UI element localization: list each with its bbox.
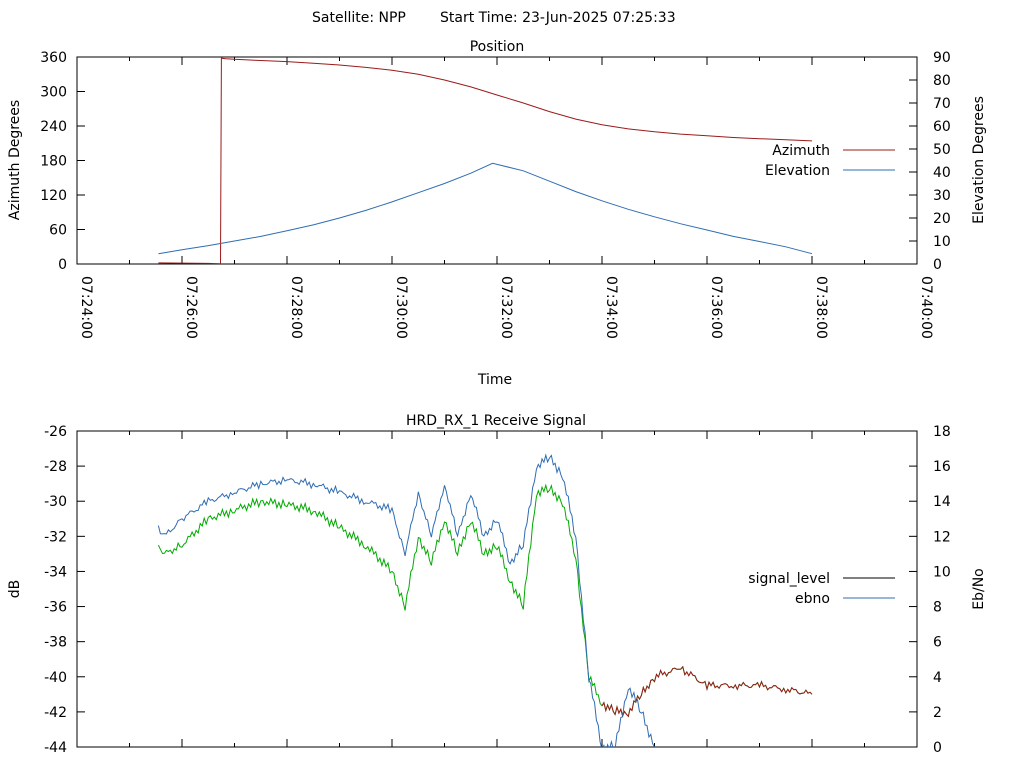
receive-signal-series — [157, 453, 813, 747]
receive-signal-ticks: -26 -28 -30 -32 -34 -36 -38 -40 -42 -44 18 16 14 12 10… — [44, 424, 951, 756]
x-tick-label: 07:24:00 — [78, 276, 94, 339]
position-y-axis-label: Azimuth Degrees — [7, 100, 23, 220]
x-tick-label: 07:34:00 — [603, 276, 619, 339]
y-tick-label: -36 — [44, 600, 67, 616]
y2-tick-label: 4 — [933, 670, 942, 686]
y2-tick-label: 10 — [933, 564, 951, 580]
y2-tick-label: 2 — [933, 705, 942, 721]
y-tick-label: 120 — [40, 188, 67, 204]
start-time-label: Start Time: 23-Jun-2025 07:25:33 — [440, 10, 676, 26]
y-tick-label: -44 — [44, 740, 67, 756]
y-tick-label: 0 — [58, 257, 67, 273]
series-line-Azimuth — [158, 57, 813, 264]
position-ticks: 0 60 120 180 240 300 360 0 10 20 30 40 50 60 70 80 90 07:… — [40, 50, 951, 339]
legend-label-Elevation: Elevation — [765, 163, 830, 179]
x-tick-label: 07:26:00 — [183, 276, 199, 339]
y-tick-label: -40 — [44, 670, 67, 686]
y-tick-label: 300 — [40, 85, 67, 101]
y2-tick-label: 12 — [933, 529, 951, 545]
x-tick-label: 07:30:00 — [393, 276, 409, 339]
receive-signal-chart: HRD_RX_1 Receive Signal -26-28-30-32-34-… — [7, 413, 987, 756]
y2-tick-label: 14 — [933, 494, 951, 510]
y-tick-label: -42 — [44, 705, 67, 721]
y2-tick-label: 90 — [933, 50, 951, 66]
y2-tick-label: 80 — [933, 73, 951, 89]
y2-tick-label: 16 — [933, 459, 951, 475]
y2-tick-label: 30 — [933, 188, 951, 204]
legend-label-ebno: ebno — [795, 591, 830, 607]
y-tick-label: 60 — [49, 223, 67, 239]
position-chart-title: Position — [470, 39, 525, 55]
y-tick-label: 180 — [40, 154, 67, 170]
position-x-axis-label: Time — [477, 372, 512, 388]
y-tick-label: -32 — [44, 529, 67, 545]
y2-tick-label: 18 — [933, 424, 951, 440]
position-legend: Azimuth Elevation — [765, 143, 895, 179]
y2-tick-label: 70 — [933, 96, 951, 112]
series-line-ebno — [157, 453, 655, 747]
y-tick-label: -28 — [44, 459, 67, 475]
x-tick-label: 07:38:00 — [813, 276, 829, 339]
y-tick-label: 240 — [40, 119, 67, 135]
receive-signal-chart-title: HRD_RX_1 Receive Signal — [406, 413, 586, 429]
y-tick-label: -38 — [44, 635, 67, 651]
x-tick-label: 07:36:00 — [708, 276, 724, 339]
y-tick-label: 360 — [40, 50, 67, 66]
y2-tick-label: 20 — [933, 211, 951, 227]
series-line-Elevation — [158, 162, 813, 255]
series-line-tail-signal_level — [601, 665, 813, 718]
x-tick-label: 07:40:00 — [918, 276, 934, 339]
receive-signal-y2-axis-label: Eb/No — [971, 568, 987, 610]
satellite-label: Satellite: NPP — [312, 10, 406, 26]
x-tick-label: 07:32:00 — [498, 276, 514, 339]
y2-tick-label: 10 — [933, 234, 951, 250]
x-tick-label: 07:28:00 — [288, 276, 304, 339]
y-tick-label: -30 — [44, 494, 67, 510]
y2-tick-label: 40 — [933, 165, 951, 181]
receive-signal-y-axis-label: dB — [7, 580, 23, 599]
y2-tick-label: 50 — [933, 142, 951, 158]
position-y2-axis-label: Elevation Degrees — [971, 96, 987, 224]
y-tick-label: -34 — [44, 564, 67, 580]
y2-tick-label: 60 — [933, 119, 951, 135]
y2-tick-label: 8 — [933, 600, 942, 616]
legend-label-Azimuth: Azimuth — [772, 143, 830, 159]
legend-label-signal_level: signal_level — [748, 571, 830, 587]
position-series — [158, 57, 813, 264]
y2-tick-label: 0 — [933, 740, 942, 756]
position-chart: Position 0 60 120 180 240 300 360 0 10 20 30 40 50 60… — [7, 39, 987, 388]
y2-tick-label: 6 — [933, 635, 942, 651]
y2-tick-label: 0 — [933, 257, 942, 273]
y-tick-label: -26 — [44, 424, 67, 440]
